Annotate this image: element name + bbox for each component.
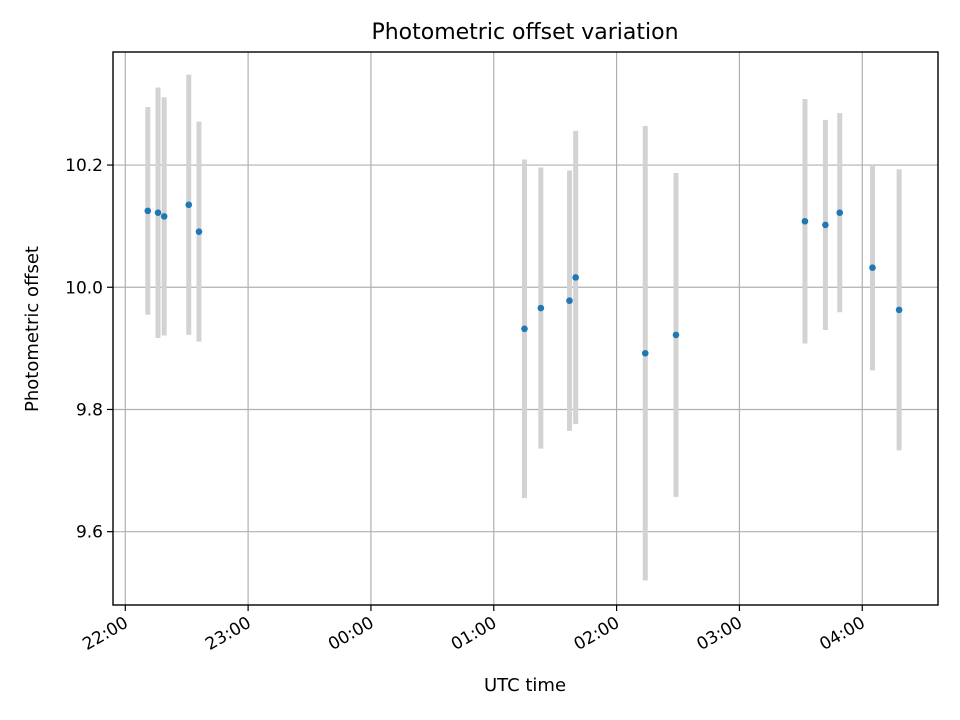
y-tick-label: 10.2: [65, 156, 103, 176]
x-tick-label: 04:00: [816, 613, 868, 655]
tick-layer: 22:00 23:00 00:00 01:00 02:00 03:00 04:00 9.6 9.…: [65, 156, 869, 655]
data-point: [185, 201, 193, 209]
data-point: [537, 304, 545, 312]
x-tick-label: 01:00: [448, 613, 500, 655]
chart-title: Photometric offset variation: [371, 20, 678, 45]
data-point: [836, 209, 844, 217]
data-point: [869, 264, 876, 272]
data-point: [154, 209, 162, 217]
data-point: [895, 306, 903, 314]
data-point: [672, 331, 680, 339]
y-tick-label: 9.8: [76, 400, 103, 420]
data-point: [144, 207, 152, 215]
data-point: [195, 228, 203, 235]
data-point: [160, 213, 168, 220]
plot-frame: [112, 51, 939, 606]
x-tick-label: 23:00: [202, 613, 254, 655]
data-point: [566, 297, 573, 304]
y-tick-label: 10.0: [65, 278, 103, 298]
point-layer: [144, 201, 903, 357]
x-tick-label: 00:00: [325, 613, 377, 655]
x-tick-label: 02:00: [571, 613, 623, 655]
data-point: [572, 274, 579, 281]
data-point: [801, 217, 809, 225]
x-tick-label: 03:00: [693, 613, 745, 655]
data-point: [822, 221, 829, 229]
y-axis-label: Photometric offset: [22, 246, 43, 412]
y-tick-label: 9.6: [76, 523, 103, 543]
data-point: [521, 325, 528, 333]
data-point: [641, 349, 649, 357]
x-tick-label: 22:00: [79, 613, 131, 655]
x-axis-label: UTC time: [484, 675, 566, 696]
